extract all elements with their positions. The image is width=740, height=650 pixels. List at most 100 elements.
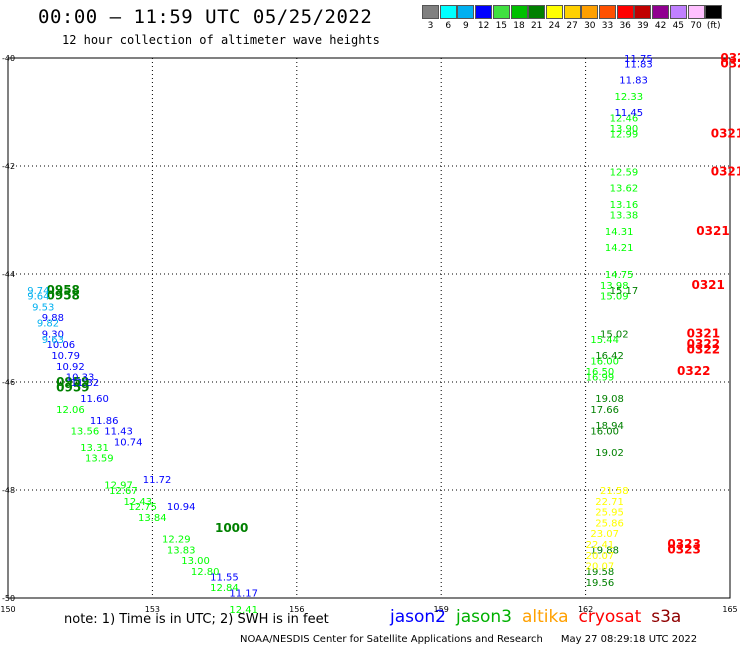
color-swatch	[705, 5, 723, 19]
wave-height-label: 13.59	[85, 454, 114, 465]
wave-height-label: 11.72	[143, 475, 172, 486]
wave-height-label: 15.02	[600, 329, 629, 340]
satellite-legend: jason2 jason3 altika cryosat s3a	[390, 607, 691, 627]
wave-height-label: 10.92	[56, 362, 85, 373]
wave-height-label: 11.75	[624, 54, 653, 65]
color-swatch-label: 15	[495, 21, 508, 31]
wave-height-label: 13.31	[80, 443, 109, 454]
wave-height-label: 17.66	[590, 405, 619, 416]
wave-height-label: 22.71	[595, 497, 624, 508]
wave-height-label: 12.84	[210, 583, 239, 594]
wave-height-label: 14.21	[605, 243, 634, 254]
wave-height-label: 25.95	[595, 508, 624, 519]
wave-height-label: 9.64	[27, 292, 49, 303]
units-note: note: 1) Time is in UTC; 2) SWH is in fe…	[64, 612, 329, 627]
wave-height-label: 15.17	[610, 286, 639, 297]
color-swatch-label: 18	[513, 21, 525, 31]
wave-height-label: 11.45	[614, 108, 643, 119]
time-label: 0959	[56, 375, 89, 389]
y-tick-label: -48	[2, 486, 15, 495]
time-label: 0958	[47, 289, 80, 303]
legend-item: jason3	[456, 607, 512, 627]
wave-height-label: 11.60	[80, 394, 109, 405]
color-swatch-label: 24	[548, 21, 561, 31]
time-label: 0322	[687, 343, 720, 357]
wave-height-label: 16.00	[590, 427, 619, 438]
wave-height-label: 19.02	[595, 448, 624, 459]
wave-height-label: 19.58	[586, 567, 615, 578]
wave-height-label: 12.06	[56, 405, 85, 416]
chart-title: 00:00 — 11:59 UTC 05/25/2022	[38, 6, 373, 28]
color-swatch	[422, 5, 439, 19]
wave-height-label: 11.43	[104, 427, 133, 438]
wave-height-label: 13.56	[71, 427, 100, 438]
time-label: 0323	[667, 542, 700, 556]
wave-height-label: 19.08	[595, 394, 624, 405]
wave-height-label: 12.99	[610, 130, 639, 141]
wave-height-label: 13.00	[181, 556, 210, 567]
wave-height-label: 22.41	[586, 540, 615, 551]
color-swatch-label: 70	[690, 21, 702, 31]
color-swatch	[492, 5, 510, 19]
wave-height-label: 9.88	[42, 313, 64, 324]
wave-height-label: 16.50	[586, 367, 615, 378]
color-swatch	[599, 5, 616, 19]
color-swatch	[439, 5, 457, 19]
color-swatch	[616, 5, 634, 19]
wave-height-label: 9.82	[37, 319, 59, 330]
x-tick-label: 156	[289, 605, 304, 614]
color-swatch-label: (ft)	[706, 21, 721, 31]
x-tick-label: 159	[434, 605, 449, 614]
time-label: 0320	[720, 51, 740, 65]
credit-text: NOAA/NESDIS Center for Satellite Applica…	[240, 634, 543, 645]
x-tick-label: 153	[145, 605, 160, 614]
wave-height-label: 14.31	[605, 227, 634, 238]
wave-height-label: 12.75	[128, 502, 157, 513]
wave-height-label: 12.80	[191, 567, 220, 578]
y-tick-label: -42	[2, 162, 15, 171]
wave-height-label: 13.98	[600, 281, 629, 292]
color-swatch-label: 39	[637, 21, 649, 31]
timestamp-text: May 27 08:29:18 UTC 2022	[560, 634, 698, 645]
wave-height-label: 10.94	[167, 502, 196, 513]
wave-height-label: 13.83	[167, 545, 196, 556]
wave-height-label: 16.42	[595, 351, 624, 362]
wave-height-label: 25.86	[595, 518, 624, 529]
color-swatch	[475, 5, 493, 19]
color-swatch	[528, 5, 546, 19]
wave-height-label: 12.29	[162, 535, 191, 546]
color-swatch-label: 33	[601, 21, 614, 31]
color-swatch-label: 6	[445, 21, 452, 31]
time-label: 0321	[711, 127, 740, 141]
time-label: 0321	[691, 278, 724, 292]
wave-height-label: 11.55	[210, 572, 239, 583]
time-label: 0321	[711, 164, 740, 178]
wave-height-label: 12.46	[610, 113, 639, 124]
time-label: 1000	[215, 521, 248, 535]
color-swatch	[634, 5, 652, 19]
wave-height-label: 9.30	[42, 329, 64, 340]
wave-height-label: 11.83	[619, 76, 648, 87]
wave-height-label: 19.88	[590, 545, 619, 556]
color-swatch-label: 27	[566, 21, 578, 31]
time-label: 0958	[47, 283, 80, 297]
wave-height-label: 9.63	[42, 335, 64, 346]
wave-height-label: 23.07	[590, 529, 619, 540]
legend-item: altika	[522, 607, 569, 627]
legend-item: s3a	[651, 607, 682, 627]
legend-item: jason2	[390, 607, 446, 627]
wave-height-label: 13.16	[610, 200, 639, 211]
color-swatch	[563, 5, 581, 19]
footer: NOAA/NESDIS Center for Satellite Applica…	[240, 634, 697, 645]
wave-height-label: 12.33	[614, 92, 643, 103]
wave-height-label: 15.09	[600, 292, 629, 303]
wave-height-label: 20.07	[586, 562, 615, 573]
color-swatch	[652, 5, 670, 19]
wave-height-label: 16.00	[590, 356, 619, 367]
y-tick-label: -46	[2, 378, 15, 387]
wave-height-label: 9.53	[32, 302, 54, 313]
wave-height-label: 10.79	[51, 351, 80, 362]
plot-frame	[7, 57, 731, 599]
wave-height-label: 12.43	[124, 497, 153, 508]
color-swatch-label: 3	[427, 21, 434, 31]
